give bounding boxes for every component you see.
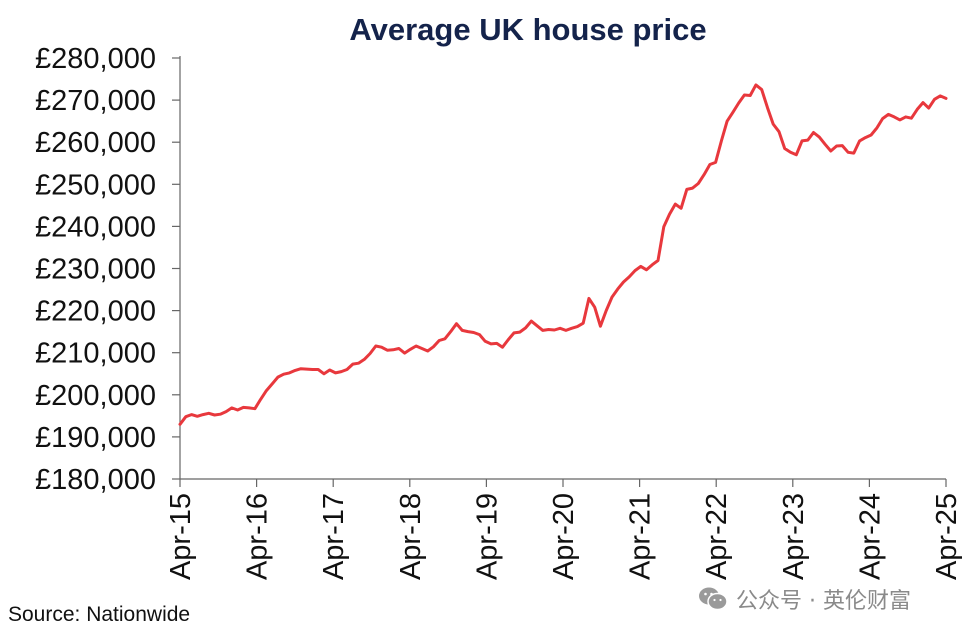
axes [172, 56, 947, 487]
y-tick-label: £240,000 [35, 211, 156, 243]
source-note: Source: Nationwide [8, 603, 191, 626]
y-tick-label: £270,000 [35, 85, 156, 117]
watermark-text: 公众号 · 英伦财富 [736, 589, 911, 614]
x-tick-label: Apr-19 [471, 493, 503, 580]
y-tick-label: £260,000 [35, 127, 156, 159]
x-tick-label: Apr-24 [854, 493, 886, 580]
x-axis-tick-labels: Apr-15 Apr-16 Apr-17 Apr-18 Apr-19 Apr-20 Apr-… [165, 493, 963, 580]
y-tick-label: £280,000 [35, 43, 156, 75]
x-tick-label: Apr-22 [701, 493, 733, 580]
y-tick-label: £190,000 [35, 422, 156, 454]
watermark: 公众号 · 英伦财富 [698, 583, 911, 615]
y-tick-label: £220,000 [35, 296, 156, 328]
x-tick-label: Apr-16 [242, 493, 274, 580]
x-tick-label: Apr-15 [165, 493, 197, 580]
series-line [178, 83, 948, 426]
y-tick-label: £250,000 [35, 169, 156, 201]
chart-title: Average UK house price [349, 12, 706, 47]
y-tick-label: £210,000 [35, 338, 156, 370]
x-tick-label: Apr-17 [318, 493, 350, 580]
y-tick-label: £200,000 [35, 380, 156, 412]
plot-area [178, 83, 948, 426]
x-tick-label: Apr-25 [931, 493, 963, 580]
y-axis-tick-labels: £180,000 £190,000 £200,000 £210,000 £220,000… [35, 43, 156, 496]
wechat-icon [699, 587, 728, 611]
x-tick-label: Apr-18 [395, 493, 427, 580]
x-tick-label: Apr-21 [625, 493, 657, 580]
x-tick-label: Apr-20 [548, 493, 580, 580]
y-tick-label: £180,000 [35, 464, 156, 496]
y-tick-label: £230,000 [35, 254, 156, 286]
x-tick-label: Apr-23 [778, 493, 810, 580]
